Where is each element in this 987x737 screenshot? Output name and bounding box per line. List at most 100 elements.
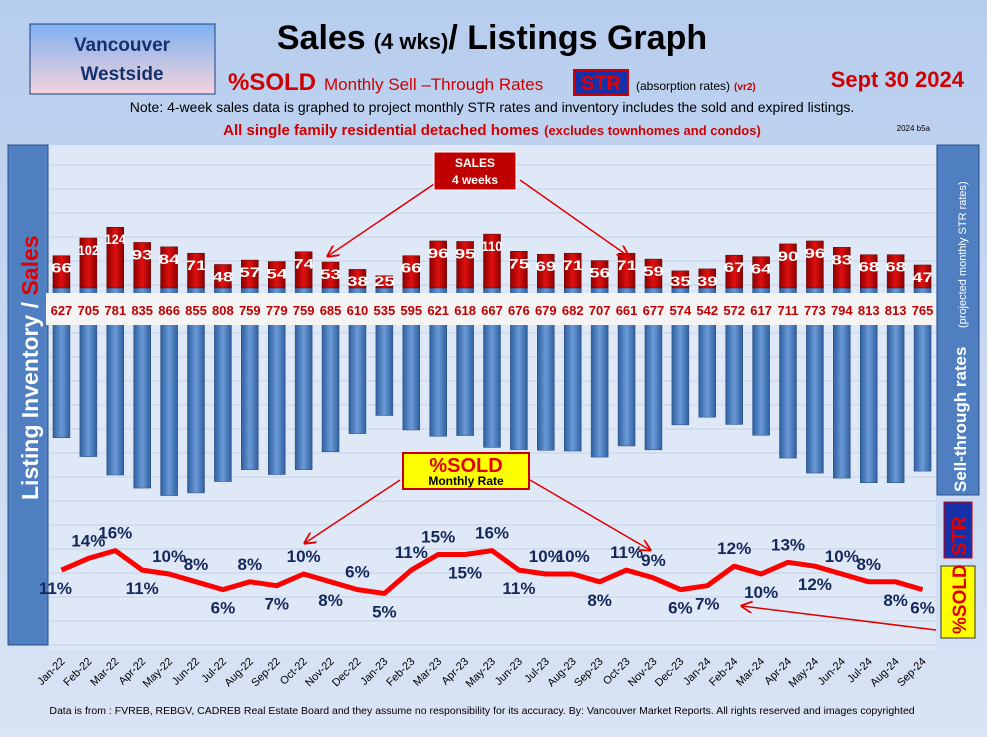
sold-label: 8% xyxy=(587,591,612,610)
callout-text: %SOLD xyxy=(429,455,502,477)
code: 2024 b5a xyxy=(897,124,931,133)
sales-bar xyxy=(752,256,770,289)
sales-label: 67 xyxy=(724,259,745,275)
callout-text: Monthly Rate xyxy=(428,474,504,488)
listing-label: 679 xyxy=(535,303,557,318)
sales-bar xyxy=(671,270,690,289)
sold-label: 11% xyxy=(395,543,428,562)
sales-bar xyxy=(375,275,394,289)
absorption: (absorption rates) (vr2) xyxy=(636,79,756,93)
sold-label: 6% xyxy=(910,599,935,618)
sales-label: 64 xyxy=(751,261,772,277)
sold-label: 11% xyxy=(126,579,159,598)
sold-line xyxy=(60,548,924,596)
left-axis-part: Listing Inventory / xyxy=(17,296,43,500)
listing-label: 627 xyxy=(51,303,73,318)
listing-label: 835 xyxy=(131,303,153,318)
title-part: (4 wks) xyxy=(374,29,449,54)
left-axis-part: Sales xyxy=(17,235,43,295)
sold-label: 8% xyxy=(238,555,263,574)
sales-label: 38 xyxy=(347,273,368,289)
subtitle: %SOLD Monthly Sell –Through Rates xyxy=(228,69,543,96)
listing-label: 813 xyxy=(858,303,880,318)
sales-label: 35 xyxy=(670,273,691,289)
scope-text: All single family residential detached h… xyxy=(223,122,539,139)
sales-label: 110 xyxy=(482,238,503,254)
sales-bar xyxy=(321,261,340,289)
sales-label: 39 xyxy=(697,273,718,289)
sales-label: 48 xyxy=(212,268,233,284)
sold-callout xyxy=(402,452,530,490)
sales-label: 84 xyxy=(159,251,180,267)
title: Sales (4 wks)/ Listings Graph xyxy=(277,19,707,57)
title-part: Sales xyxy=(277,19,366,57)
sales-bar xyxy=(913,264,932,289)
sales-bar xyxy=(52,255,71,289)
title-part: / Listings Graph xyxy=(448,19,707,57)
sales-label: 69 xyxy=(535,258,556,274)
sold-label: 10% xyxy=(744,583,778,602)
badge-text: Westside xyxy=(80,64,163,85)
sold-label: 11% xyxy=(610,543,643,562)
scope-note: (excludes townhomes and condos) xyxy=(544,123,761,138)
marks: 66 102 124 93 84 71 48 57 54 74 53 38 25 66 96 95 110 75 6… xyxy=(35,226,936,690)
listing-label: 705 xyxy=(78,303,100,318)
sold-label: 10% xyxy=(287,547,321,566)
listing-label: 572 xyxy=(723,303,745,318)
sold-text: %SOLD xyxy=(228,69,316,96)
right-panel xyxy=(936,144,980,496)
sold-label: 9% xyxy=(641,551,666,570)
sold-label: 6% xyxy=(211,599,236,618)
listing-label: 773 xyxy=(804,303,826,318)
sales-bar xyxy=(833,247,851,289)
sales-label: 124 xyxy=(105,231,126,247)
sales-bar xyxy=(590,260,609,289)
badge xyxy=(29,23,216,95)
listing-label: 621 xyxy=(427,303,449,318)
listing-label: 610 xyxy=(347,303,369,318)
sales-callout xyxy=(433,151,517,191)
sales-bar xyxy=(483,233,501,289)
listing-label: 618 xyxy=(454,303,476,318)
listing-label: 794 xyxy=(831,303,853,318)
sales-bar xyxy=(402,255,421,289)
sales-label: 93 xyxy=(132,246,153,262)
sold-label: 16% xyxy=(98,524,132,543)
sales-bar xyxy=(563,252,582,289)
listing-label: 667 xyxy=(481,303,503,318)
sales-label: 96 xyxy=(428,245,449,261)
sales-bar xyxy=(725,254,743,289)
sales-label: 96 xyxy=(804,245,825,261)
listing-label: 676 xyxy=(508,303,530,318)
sold-label: 7% xyxy=(264,595,289,614)
sold-label: 10% xyxy=(529,547,563,566)
callout-text: SALES xyxy=(455,156,495,170)
sales-bar xyxy=(187,252,205,289)
sales-label: 75 xyxy=(508,255,529,271)
sales-bar xyxy=(779,243,797,289)
sales-bar xyxy=(294,251,313,289)
right-str: STR xyxy=(949,515,971,556)
arrow xyxy=(305,479,401,543)
listing-label: 765 xyxy=(912,303,934,318)
arrow xyxy=(529,479,650,550)
sold-label: 6% xyxy=(345,563,370,582)
sold-label: 5% xyxy=(372,603,397,622)
sales-label: 71 xyxy=(186,257,207,273)
sold-label: 6% xyxy=(668,599,693,618)
sales-label: 102 xyxy=(78,242,99,258)
sold-label: 15% xyxy=(421,528,455,547)
listing-label: 759 xyxy=(293,303,315,318)
sales-bar xyxy=(106,226,125,289)
sales-label: 74 xyxy=(293,256,314,272)
sales-label: 59 xyxy=(643,263,664,279)
sold-label: 8% xyxy=(856,555,881,574)
listing-label: 707 xyxy=(589,303,611,318)
listing-label: 677 xyxy=(643,303,665,318)
date: Sept 30 2024 xyxy=(831,67,965,92)
label-band xyxy=(46,293,936,325)
sales-bar xyxy=(859,254,878,289)
sales-label: 54 xyxy=(266,266,287,282)
left-axis-title: Listing Inventory / Sales xyxy=(17,235,43,500)
listing-label: 866 xyxy=(158,303,180,318)
